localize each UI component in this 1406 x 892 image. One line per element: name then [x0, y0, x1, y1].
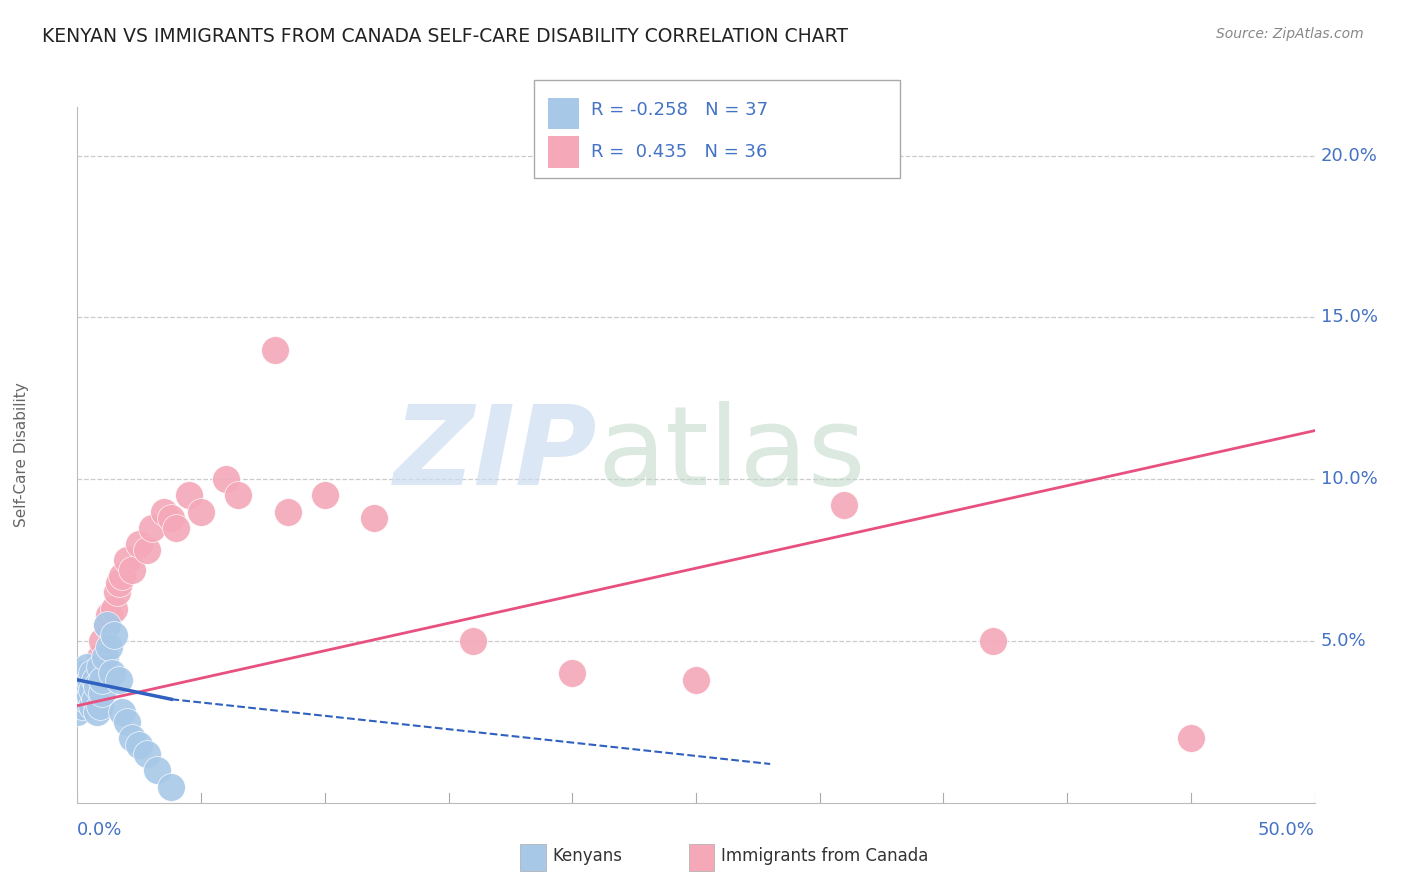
Point: [79, 689, 101, 703]
Point: [83, 673, 105, 687]
Point: [72, 689, 94, 703]
Text: 10.0%: 10.0%: [1320, 470, 1378, 488]
Point: [160, 511, 183, 525]
Point: [153, 504, 176, 518]
Text: R = -0.258   N = 37: R = -0.258 N = 37: [591, 101, 768, 119]
Point: [363, 511, 385, 525]
Point: [72, 673, 94, 687]
Point: [82, 698, 104, 713]
Point: [160, 780, 183, 794]
Text: Self-Care Disability: Self-Care Disability: [14, 383, 30, 527]
Point: [103, 627, 125, 641]
Text: KENYAN VS IMMIGRANTS FROM CANADA SELF-CARE DISABILITY CORRELATION CHART: KENYAN VS IMMIGRANTS FROM CANADA SELF-CA…: [42, 27, 848, 45]
Point: [89, 660, 111, 674]
Point: [86, 660, 108, 674]
Point: [834, 498, 856, 512]
Point: [89, 650, 111, 665]
Point: [76, 673, 98, 687]
Point: [69, 696, 91, 710]
Point: [685, 673, 707, 687]
Text: 50.0%: 50.0%: [1258, 821, 1315, 838]
Point: [96, 617, 118, 632]
Text: Immigrants from Canada: Immigrants from Canada: [721, 847, 928, 865]
Point: [463, 634, 485, 648]
Text: Kenyans: Kenyans: [553, 847, 623, 865]
Point: [82, 682, 104, 697]
Point: [165, 521, 187, 535]
Point: [73, 666, 96, 681]
Point: [135, 747, 157, 762]
Point: [226, 488, 249, 502]
Point: [981, 634, 1004, 648]
Point: [215, 472, 238, 486]
Point: [108, 673, 131, 687]
Point: [86, 679, 108, 693]
Text: 20.0%: 20.0%: [1320, 146, 1378, 165]
Point: [82, 666, 104, 681]
Point: [135, 543, 157, 558]
Point: [105, 585, 128, 599]
Point: [277, 504, 299, 518]
Point: [115, 553, 138, 567]
Text: 15.0%: 15.0%: [1320, 309, 1378, 326]
Point: [93, 650, 115, 665]
Text: R =  0.435   N = 36: R = 0.435 N = 36: [591, 143, 766, 161]
Point: [108, 575, 131, 590]
Point: [82, 666, 104, 681]
Point: [190, 504, 212, 518]
Point: [98, 640, 121, 655]
Point: [76, 660, 98, 674]
Text: 5.0%: 5.0%: [1320, 632, 1367, 650]
Point: [128, 537, 150, 551]
Point: [264, 343, 287, 357]
Point: [89, 698, 111, 713]
Point: [79, 673, 101, 687]
Point: [69, 698, 91, 713]
Text: Source: ZipAtlas.com: Source: ZipAtlas.com: [1216, 27, 1364, 41]
Point: [177, 488, 200, 502]
Point: [76, 686, 98, 700]
Point: [101, 666, 124, 681]
Point: [73, 679, 96, 693]
Point: [91, 634, 114, 648]
Point: [86, 705, 108, 719]
Point: [73, 692, 96, 706]
Point: [145, 764, 167, 778]
Point: [72, 692, 94, 706]
Text: 0.0%: 0.0%: [77, 821, 122, 838]
Point: [91, 686, 114, 700]
Point: [91, 673, 114, 687]
Point: [111, 569, 134, 583]
Point: [561, 666, 583, 681]
Point: [103, 601, 125, 615]
Point: [83, 692, 105, 706]
Point: [96, 617, 118, 632]
Point: [121, 731, 143, 745]
Point: [98, 608, 121, 623]
Point: [115, 714, 138, 729]
Point: [141, 521, 163, 535]
Point: [79, 682, 101, 697]
Point: [72, 698, 94, 713]
Point: [111, 705, 134, 719]
Point: [121, 563, 143, 577]
Text: atlas: atlas: [598, 401, 866, 508]
Point: [69, 682, 91, 697]
Point: [66, 705, 89, 719]
Point: [1180, 731, 1202, 745]
Text: ZIP: ZIP: [394, 401, 598, 508]
Point: [128, 738, 150, 752]
Point: [314, 488, 336, 502]
